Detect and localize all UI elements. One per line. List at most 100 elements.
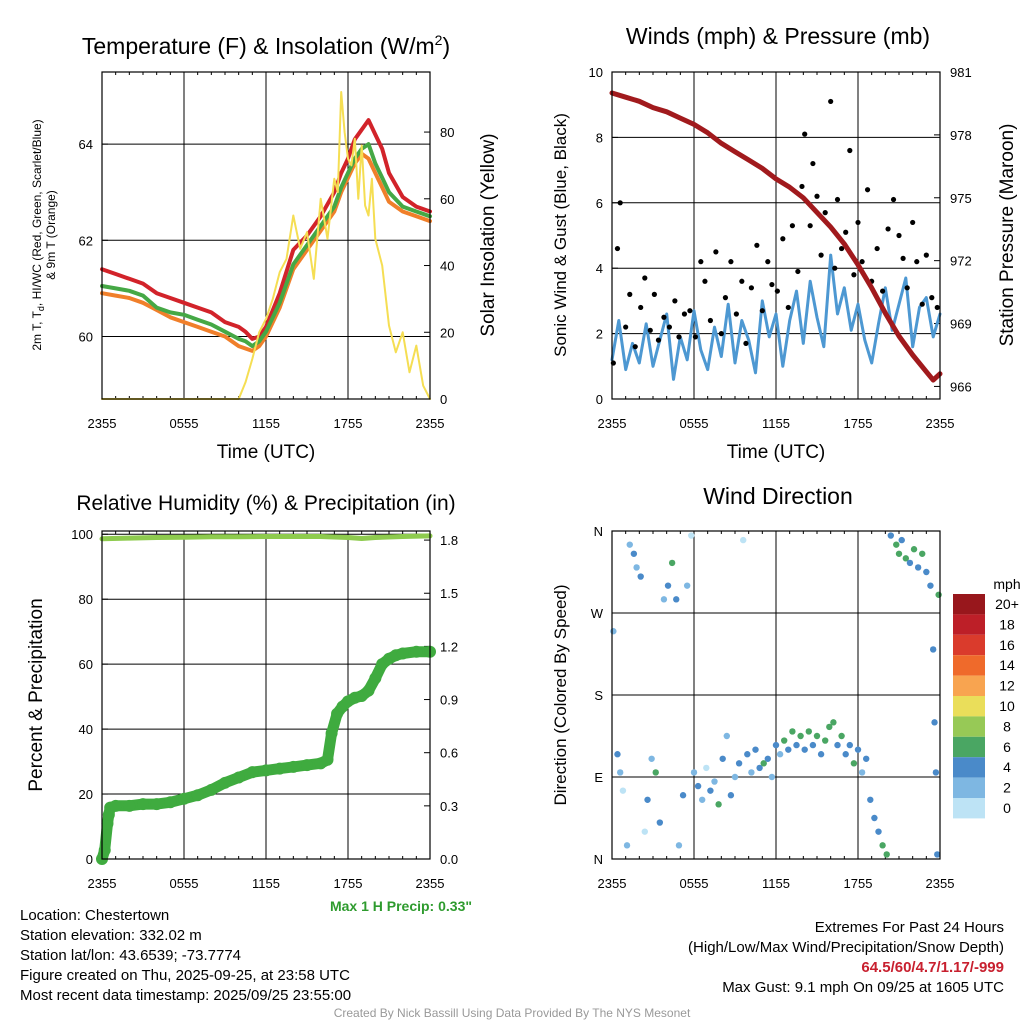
direction-point <box>781 737 788 744</box>
direction-point <box>715 801 722 808</box>
direction-point <box>826 723 833 731</box>
precip-point <box>396 647 409 660</box>
legend-swatch <box>953 655 985 676</box>
temp-line-green <box>100 142 432 349</box>
temp-title: Temperature (F) & Insolation (W/m2) <box>82 32 450 59</box>
precip-point <box>109 799 122 812</box>
wind-y-tick-label: 8 <box>596 130 603 145</box>
direction-point <box>893 541 900 548</box>
direction-point <box>673 596 680 603</box>
rh-plot-border <box>101 530 431 860</box>
sonic-wind-line <box>610 253 942 381</box>
direction-point <box>858 769 866 776</box>
dir-y-tick-label: W <box>591 606 604 621</box>
direction-point <box>699 796 706 803</box>
temp-x-tick-label: 2355 <box>416 416 445 431</box>
gust-point <box>661 314 667 320</box>
wind-x-tick-label: 2355 <box>926 416 955 431</box>
wind-title: Winds (mph) & Pressure (mb) <box>626 23 930 49</box>
gust-point <box>748 285 755 291</box>
direction-point <box>867 796 874 803</box>
wind-axes: 2355 0555 1155 1755 2355 0 2 4 6 8 10 966 969 972 975 9… <box>589 65 972 431</box>
dir-y-tick-label: E <box>594 770 603 785</box>
legend-swatch <box>953 634 985 656</box>
dir-points <box>610 532 942 858</box>
direction-point <box>934 851 941 858</box>
temp-y2-tick-label: 80 <box>440 125 454 140</box>
direction-point <box>617 769 624 776</box>
elevation-text: Station elevation: 332.02 m <box>20 927 202 944</box>
direction-point <box>919 550 926 557</box>
rh-y-tick-label: 60 <box>79 657 93 672</box>
legend-label: 0 <box>1003 800 1011 816</box>
temp-y2-tick-label: 40 <box>440 259 454 274</box>
direction-point <box>931 719 938 726</box>
gust-point <box>769 281 775 288</box>
gust-point <box>617 200 623 206</box>
direction-point <box>626 541 633 548</box>
wind-y2-tick-label: 978 <box>950 128 972 143</box>
legend-label: 2 <box>1003 780 1011 796</box>
precip-point <box>232 771 245 784</box>
direction-point <box>660 596 668 603</box>
dir-y-tick-label: N <box>594 852 603 867</box>
location-text: Location: Chestertown <box>20 907 170 924</box>
latlon-text: Station lat/lon: 43.6539; -73.7774 <box>20 947 242 964</box>
wind-x-tick-label: 0555 <box>680 416 709 431</box>
wind-y-tick-label: 4 <box>596 261 603 276</box>
rh-y-label: Percent & Precipitation <box>26 598 47 791</box>
precip-point <box>191 789 204 802</box>
rh-x-tick-label: 2355 <box>416 876 445 891</box>
gust-point <box>822 210 828 216</box>
direction-point <box>785 746 792 753</box>
temp-x-tick-label: 0555 <box>170 416 199 431</box>
wind-y-tick-label: 6 <box>596 196 603 211</box>
direction-point <box>879 842 886 849</box>
legend-swatch <box>953 594 985 615</box>
legend-swatch <box>953 716 985 737</box>
direction-point <box>656 819 664 826</box>
direction-point <box>927 582 934 589</box>
gust-point <box>687 308 693 314</box>
rh-y2-tick-label: 0.0 <box>440 852 458 867</box>
precip-point <box>150 798 163 811</box>
wind-y2-tick-label: 972 <box>950 254 972 269</box>
direction-point <box>723 732 730 740</box>
gust-point <box>810 160 816 167</box>
direction-point <box>683 582 691 589</box>
legend-swatch <box>953 798 985 819</box>
gust-point <box>795 268 801 275</box>
direction-point <box>664 582 672 589</box>
temp-x-tick-label: 1155 <box>252 416 280 431</box>
legend-label: 16 <box>999 637 1015 653</box>
station-info: Location: Chestertown Station elevation:… <box>20 906 351 1006</box>
precip-point <box>137 798 149 811</box>
gust-point <box>896 232 902 239</box>
direction-point <box>633 564 640 571</box>
wind-y-tick-label: 10 <box>589 65 603 80</box>
precip-point <box>301 759 313 772</box>
direction-point <box>846 741 853 749</box>
precip-point <box>362 684 375 697</box>
direction-point <box>932 769 940 776</box>
direction-point <box>641 828 648 835</box>
gust-point <box>851 272 857 278</box>
legend-swatch <box>953 777 985 798</box>
gust-point <box>785 304 791 311</box>
direction-point <box>644 796 651 803</box>
gust-point <box>789 223 796 229</box>
direction-point <box>740 536 747 544</box>
legend-swatch <box>953 614 985 635</box>
extremes-values: 64.5/60/4.7/1.17/-999 <box>861 959 1004 976</box>
temp-series <box>100 91 432 400</box>
legend-swatch <box>953 757 985 778</box>
temp-y2-tick-label: 20 <box>440 325 454 340</box>
temp-plot-border <box>101 71 431 400</box>
gust-point <box>722 295 729 301</box>
precip-point <box>287 760 300 773</box>
legend-label: 4 <box>1003 759 1011 775</box>
temp-axes: 2355 0555 1155 1755 2355 60 62 64 0 20 40 60 80 <box>79 72 454 431</box>
direction-point <box>637 573 644 580</box>
precip-point <box>246 766 259 779</box>
direction-point <box>648 755 655 762</box>
